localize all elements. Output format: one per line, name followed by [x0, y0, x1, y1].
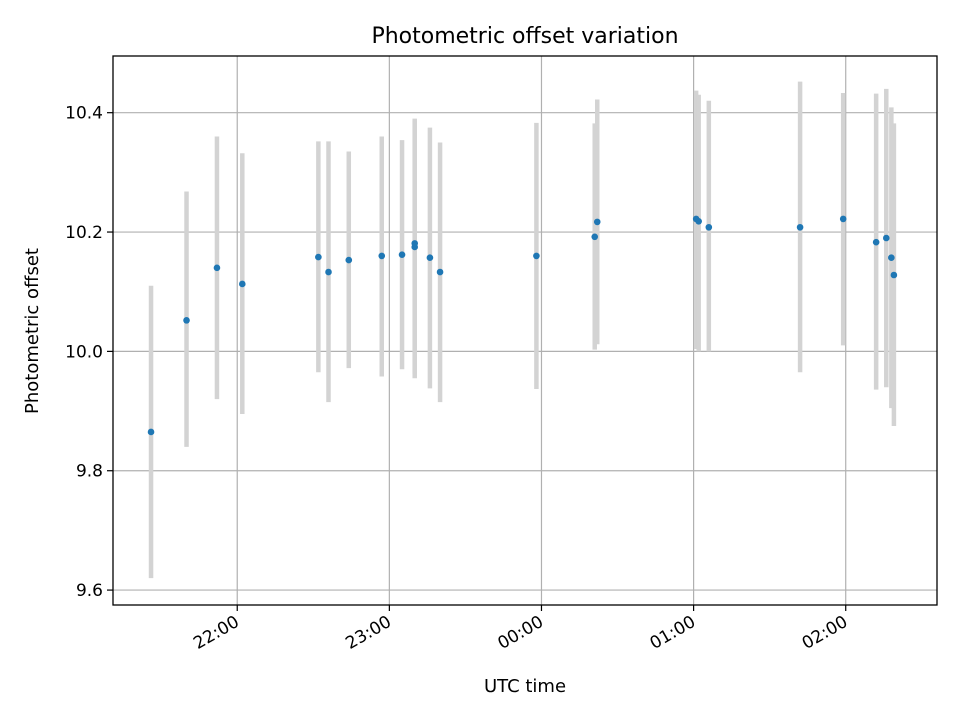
y-axis-label: Photometric offset — [22, 248, 43, 414]
y-tick-label: 9.8 — [76, 462, 103, 482]
data-point — [147, 428, 155, 436]
tick-layer: 22:00 23:00 00:00 01:00 02:00 9.6 9.8 10.0 10.2 1… — [65, 104, 851, 654]
data-point — [533, 252, 540, 260]
data-point — [213, 264, 221, 272]
data-point — [839, 215, 847, 223]
y-tick-label: 10.4 — [65, 104, 103, 124]
data-point — [378, 252, 386, 260]
y-tick-label: 10.0 — [65, 342, 103, 362]
data-point — [411, 240, 419, 247]
x-tick-label: 23:00 — [342, 612, 394, 654]
grid-layer — [113, 56, 937, 605]
data-point — [796, 223, 804, 231]
x-tick-label: 01:00 — [647, 612, 699, 654]
data-point — [882, 234, 890, 242]
x-axis-label: UTC time — [484, 676, 566, 697]
data-point — [426, 254, 434, 261]
x-tick-label: 22:00 — [190, 612, 242, 654]
data-point — [890, 271, 898, 279]
x-tick-label: 02:00 — [799, 612, 851, 654]
errorbar-layer — [148, 81, 897, 579]
data-point — [695, 217, 702, 225]
y-tick-label: 10.2 — [65, 223, 103, 243]
data-point — [345, 256, 353, 264]
data-point — [325, 268, 332, 276]
chart-title: Photometric offset variation — [371, 24, 678, 49]
data-point — [183, 317, 190, 324]
data-point — [436, 268, 444, 276]
data-point — [705, 223, 713, 231]
plot-frame — [112, 55, 938, 606]
x-tick-label: 00:00 — [495, 612, 547, 654]
data-point — [398, 251, 406, 259]
y-tick-label: 9.6 — [76, 581, 103, 601]
data-point — [315, 253, 322, 261]
point-layer — [147, 215, 898, 436]
data-point — [239, 280, 246, 288]
data-point — [888, 254, 895, 261]
data-point — [591, 233, 599, 241]
data-point — [593, 218, 601, 226]
data-point — [872, 238, 880, 246]
